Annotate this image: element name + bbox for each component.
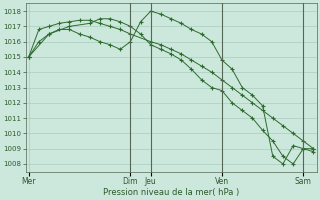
X-axis label: Pression niveau de la mer( hPa ): Pression niveau de la mer( hPa )	[103, 188, 239, 197]
